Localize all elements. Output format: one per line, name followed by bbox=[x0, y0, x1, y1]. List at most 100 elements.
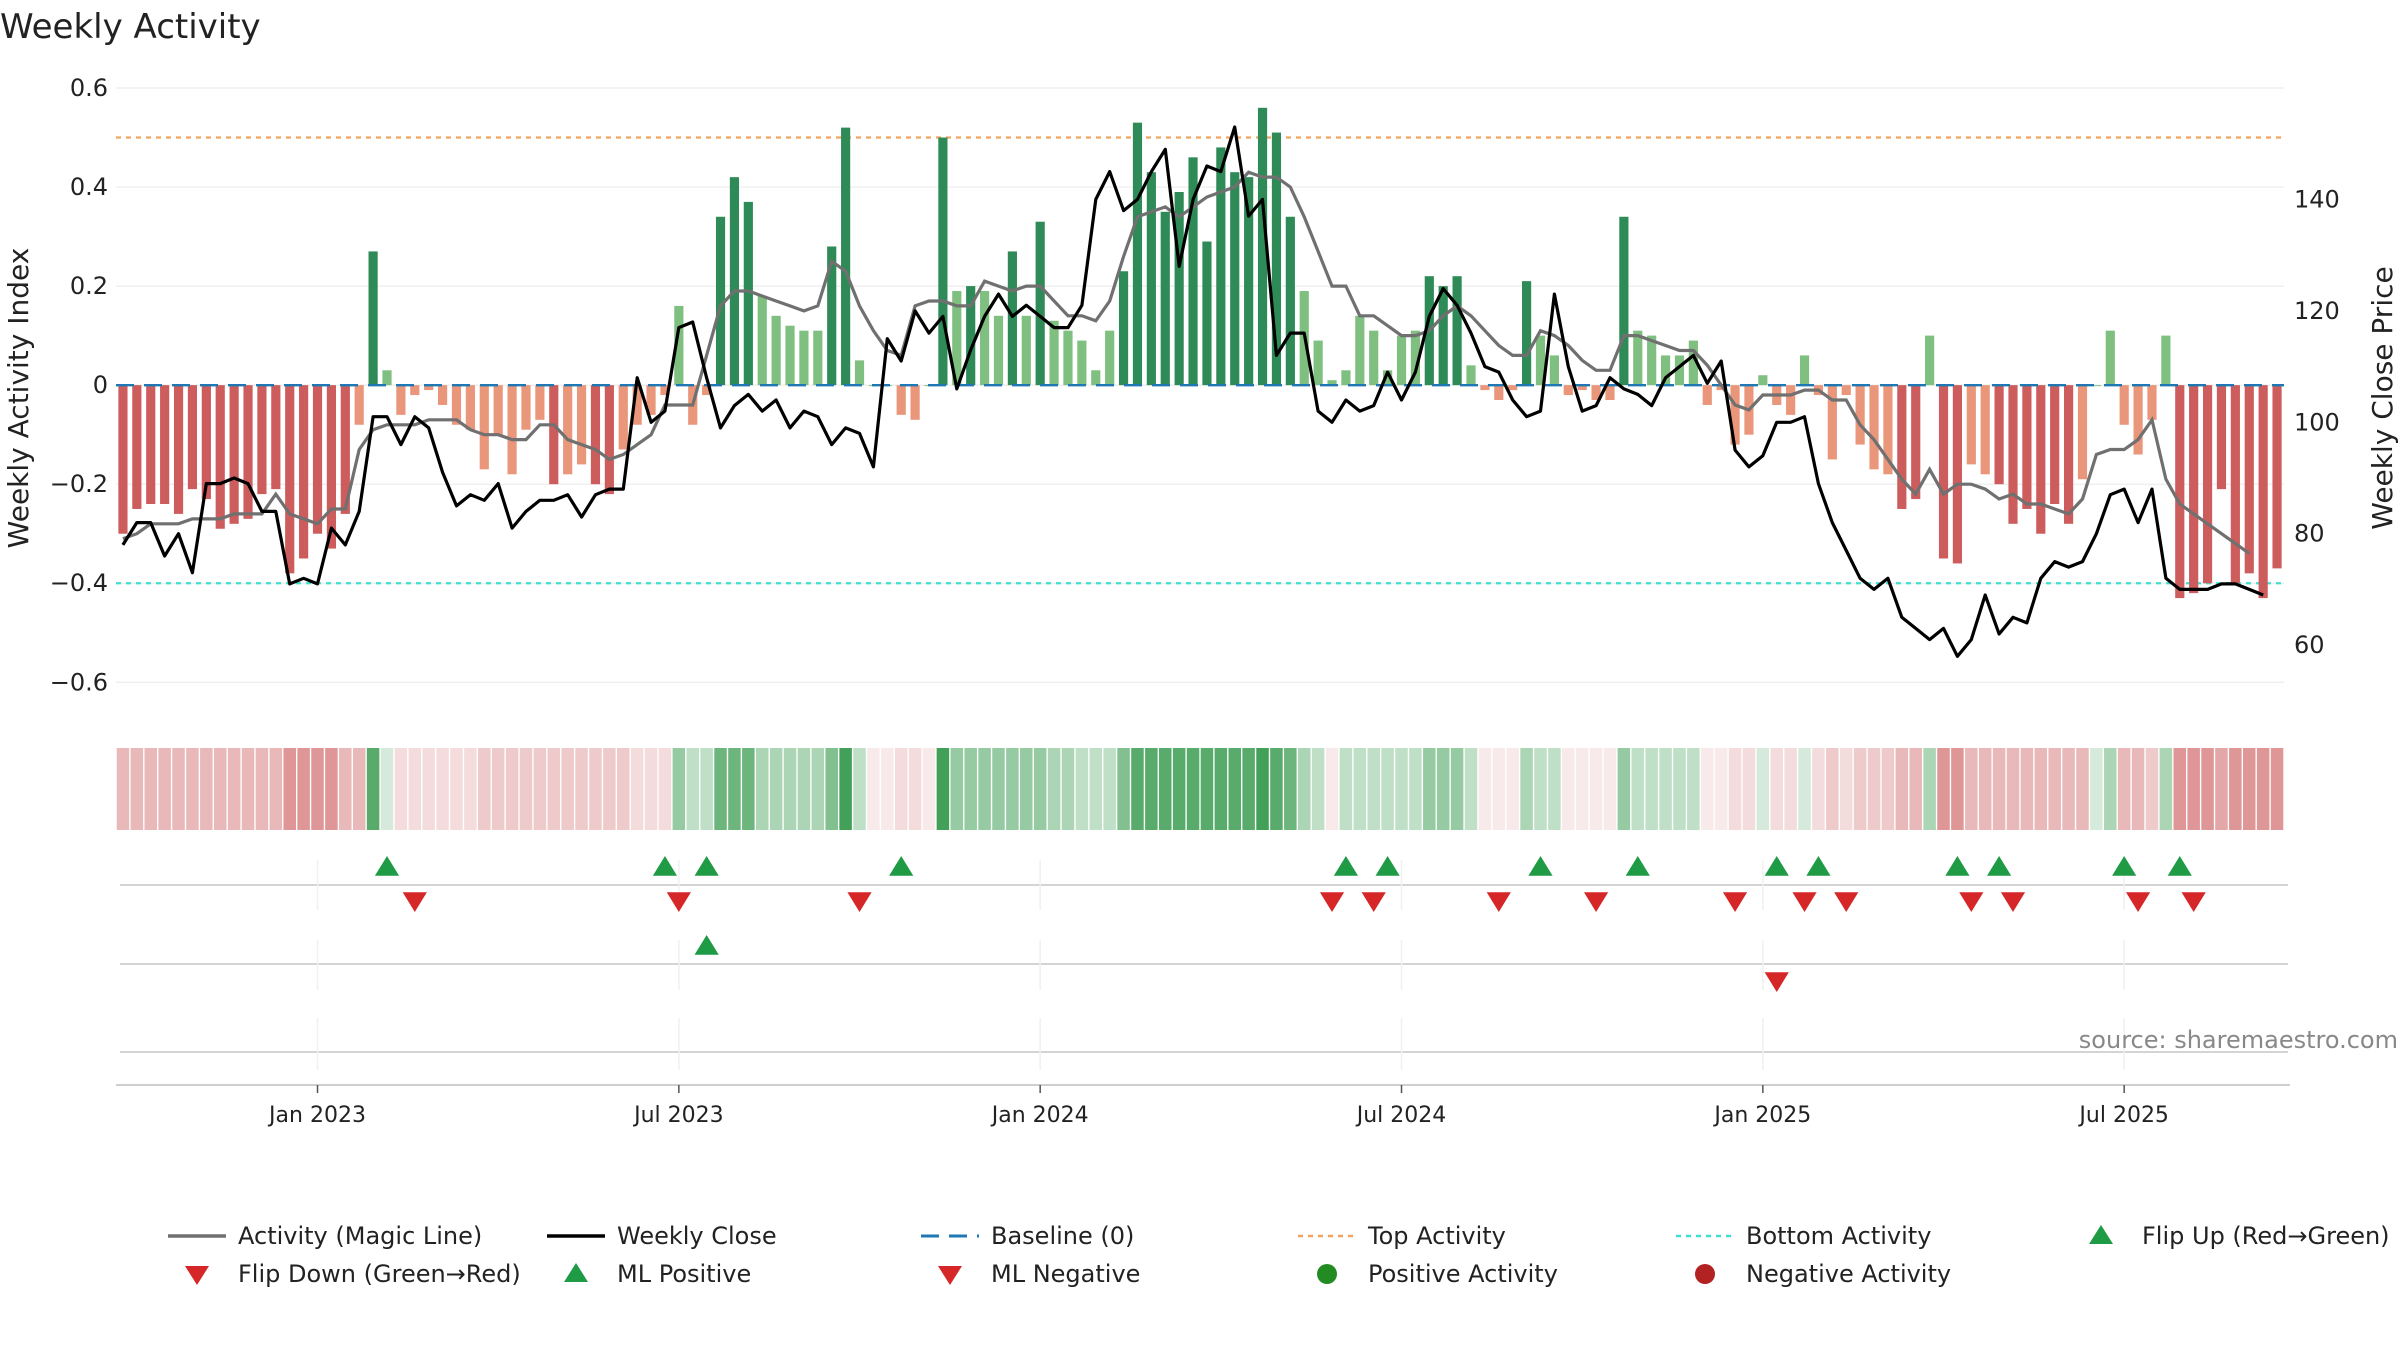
y-axis-ticks: 0.6 0.4 0.2 0 −0.2 −0.4 −0.6 bbox=[50, 74, 108, 696]
heat-strip-cell bbox=[630, 748, 644, 830]
heat-strip-cell bbox=[644, 748, 658, 830]
heat-strip-cell bbox=[547, 748, 561, 830]
activity-bar bbox=[271, 385, 281, 490]
activity-bar bbox=[535, 385, 545, 420]
activity-bar bbox=[1925, 335, 1935, 386]
heat-strip-cell bbox=[1450, 748, 1464, 830]
flip-down-marker bbox=[666, 892, 691, 912]
heat-strip-cell bbox=[1548, 748, 1561, 830]
heat-strip-cell bbox=[1214, 748, 1228, 830]
y-tick-label: −0.4 bbox=[50, 569, 108, 597]
legend-symbol bbox=[938, 1266, 962, 1285]
activity-bar bbox=[813, 330, 823, 386]
heat-strip-cell bbox=[505, 748, 519, 830]
activity-bar bbox=[938, 137, 948, 386]
legend-label: Activity (Magic Line) bbox=[238, 1222, 482, 1250]
y-axis-label: Weekly Activity Index bbox=[2, 248, 35, 549]
activity-bar bbox=[896, 385, 906, 415]
activity-bar bbox=[201, 385, 211, 500]
legend-item: Top Activity bbox=[1298, 1222, 1506, 1250]
legend-label: ML Negative bbox=[991, 1260, 1140, 1288]
heat-strip-cell bbox=[1520, 748, 1533, 830]
heat-strip-cell bbox=[1742, 748, 1756, 830]
heat-strip-cell bbox=[2104, 748, 2117, 830]
activity-bar bbox=[396, 385, 406, 415]
activity-bar bbox=[1174, 192, 1184, 386]
heat-strip-cell bbox=[255, 748, 269, 830]
flip-down-marker bbox=[1722, 892, 1748, 912]
activity-bar bbox=[1841, 385, 1851, 396]
activity-bar bbox=[312, 385, 323, 534]
heat-strip-cell bbox=[978, 748, 991, 830]
activity-bar bbox=[2105, 330, 2115, 386]
activity-bar bbox=[257, 385, 267, 495]
activity-bar bbox=[1105, 330, 1115, 386]
heat-strip-cell bbox=[213, 748, 227, 830]
heat-strip-cell bbox=[2034, 748, 2048, 830]
heat-strip-cell bbox=[867, 748, 880, 830]
activity-bar bbox=[1869, 385, 1879, 470]
activity-bar bbox=[326, 385, 336, 549]
activity-bar bbox=[1271, 132, 1282, 386]
y2-axis-label: Weekly Close Price bbox=[2366, 266, 2399, 529]
activity-bar bbox=[187, 385, 198, 490]
heat-strip-cell bbox=[2048, 748, 2061, 830]
heat-strip-cell bbox=[1492, 748, 1506, 830]
activity-bar bbox=[1994, 385, 2004, 485]
flip-down-marker bbox=[2181, 892, 2206, 912]
activity-bar bbox=[132, 385, 142, 509]
heat-strip-cell bbox=[394, 748, 408, 830]
heat-strip-cell bbox=[1867, 748, 1881, 830]
flip-down-marker bbox=[1486, 892, 1511, 912]
activity-bar bbox=[354, 385, 364, 425]
activity-bar bbox=[660, 385, 670, 396]
series-lines bbox=[116, 125, 2284, 658]
heat-strip-cell bbox=[1242, 748, 1255, 830]
heat-strip-cell bbox=[2020, 748, 2034, 830]
heat-strip-cell bbox=[1659, 748, 1672, 830]
activity-bar bbox=[521, 385, 531, 430]
activity-bar bbox=[1758, 375, 1768, 386]
heat-strip-cell bbox=[2173, 748, 2187, 830]
heat-strip-cell bbox=[797, 748, 811, 830]
activity-bar bbox=[2258, 385, 2268, 599]
heat-strip-cell bbox=[1006, 748, 1019, 830]
heat-strip-cell bbox=[158, 748, 171, 830]
activity-bar bbox=[757, 296, 767, 386]
flip-up-marker bbox=[2167, 856, 2192, 876]
ml-positive-marker bbox=[694, 935, 719, 955]
y-tick-label: −0.6 bbox=[50, 668, 108, 696]
heat-strip-cell bbox=[2243, 748, 2256, 830]
activity-bar bbox=[1396, 335, 1407, 386]
heat-strip-cell bbox=[1895, 748, 1909, 830]
heat-strip-cell bbox=[1909, 748, 1922, 830]
x-tick-label: Jan 2023 bbox=[267, 1103, 366, 1128]
heat-strip-cell bbox=[1992, 748, 2006, 830]
activity-bar bbox=[2008, 385, 2018, 524]
activity-bar bbox=[368, 251, 378, 386]
heat-strip-cell bbox=[2117, 748, 2131, 830]
heat-strip-cell bbox=[964, 748, 977, 830]
legend-label: Flip Down (Green→Red) bbox=[238, 1260, 521, 1288]
activity-bar bbox=[1230, 172, 1240, 386]
heat-strip-cell bbox=[2187, 748, 2200, 830]
activity-bar bbox=[1285, 216, 1295, 386]
activity-bar bbox=[160, 385, 170, 504]
activity-bar bbox=[1605, 385, 1615, 400]
legend-item: Negative Activity bbox=[1695, 1260, 1951, 1288]
signal-panels bbox=[120, 856, 2288, 1070]
activity-bar bbox=[1549, 355, 1559, 386]
activity-bar bbox=[1938, 385, 1949, 559]
activity-bar bbox=[410, 385, 420, 396]
activity-bar bbox=[1077, 340, 1087, 386]
activity-bar bbox=[841, 127, 851, 386]
heat-strip-cell bbox=[1839, 748, 1853, 830]
heat-strip-cell bbox=[1728, 748, 1742, 830]
heat-strip-cell bbox=[408, 748, 422, 830]
activity-bar bbox=[299, 385, 309, 559]
activity-bar bbox=[2022, 385, 2032, 509]
activity-bar bbox=[173, 385, 184, 514]
activity-bar bbox=[1577, 385, 1587, 391]
activity-bar bbox=[1522, 281, 1532, 386]
heat-strip-cell bbox=[1353, 748, 1367, 830]
